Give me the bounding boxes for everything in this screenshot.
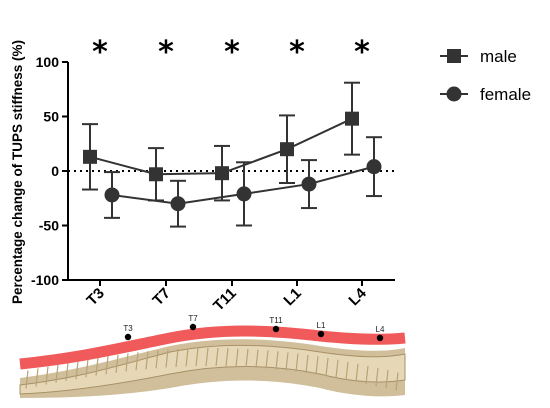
vertebra bbox=[225, 348, 229, 367]
significance-star: * bbox=[158, 35, 174, 70]
vertebra bbox=[65, 362, 69, 381]
vertebra bbox=[215, 347, 219, 367]
legend-label-female: female bbox=[480, 85, 531, 104]
y-tick-label: -50 bbox=[39, 218, 59, 234]
vertebra bbox=[115, 354, 119, 373]
significance-star: * bbox=[289, 35, 305, 70]
significance-star: * bbox=[224, 35, 240, 70]
vertebra bbox=[355, 363, 359, 382]
spine-label-l4: L4 bbox=[376, 325, 385, 334]
x-tick-label-t11: T11 bbox=[210, 285, 240, 315]
vertebra bbox=[135, 352, 139, 371]
spine-point-t3 bbox=[124, 333, 132, 341]
y-tick-label: 50 bbox=[43, 109, 59, 125]
spine-label-t11: T11 bbox=[269, 316, 283, 325]
vertebra bbox=[255, 349, 259, 368]
vertebra bbox=[25, 370, 29, 389]
spine-point-l1 bbox=[317, 330, 325, 338]
vertebra bbox=[365, 365, 369, 384]
data-point-male bbox=[83, 149, 97, 164]
spine-point-l4 bbox=[376, 334, 384, 342]
vertebra bbox=[155, 350, 159, 369]
vertebra bbox=[125, 353, 129, 372]
spine-points: T3 T7 T11 L1 L4 bbox=[123, 314, 385, 342]
data-point-female bbox=[366, 159, 382, 175]
vertebra bbox=[315, 356, 319, 375]
vertebra bbox=[35, 368, 39, 387]
tups-band bbox=[19, 325, 406, 370]
data-point-female bbox=[170, 196, 186, 212]
chart-marks bbox=[82, 81, 382, 228]
x-tick-label-t3: T3 bbox=[83, 285, 107, 309]
spine-point-t11 bbox=[272, 325, 280, 333]
vertebra bbox=[195, 348, 199, 367]
vertebra bbox=[175, 348, 179, 368]
spine-point-t7 bbox=[189, 323, 197, 331]
spine-illustration: T3 T7 T11 L1 L4 bbox=[19, 314, 406, 398]
y-tick-label: 100 bbox=[36, 54, 60, 70]
vertebrae bbox=[25, 347, 399, 391]
x-tick-label-t7: T7 bbox=[149, 285, 173, 309]
vertebra bbox=[75, 360, 79, 380]
vertebra bbox=[55, 364, 59, 383]
vertebra bbox=[85, 359, 89, 378]
legend-marker-male bbox=[447, 49, 461, 63]
data-point-female bbox=[104, 187, 120, 203]
vertebra bbox=[185, 348, 189, 367]
vertebra bbox=[375, 367, 379, 387]
significance-star: * bbox=[92, 35, 108, 70]
legend-label-male: male bbox=[480, 47, 517, 66]
vertebra bbox=[345, 361, 349, 380]
vertebra bbox=[265, 350, 269, 369]
data-point-female bbox=[301, 176, 317, 192]
spine-column bbox=[19, 344, 406, 395]
vertebra bbox=[395, 372, 399, 391]
data-point-male bbox=[149, 167, 163, 182]
vertebra bbox=[165, 349, 169, 368]
data-point-male bbox=[345, 111, 359, 126]
data-point-female bbox=[236, 186, 252, 202]
x-tick-label-l4: L4 bbox=[345, 284, 370, 309]
vertebra bbox=[385, 370, 389, 389]
y-axis-title: Percentage change of TUPS stiffness (%) bbox=[10, 40, 25, 304]
vertebra bbox=[205, 347, 209, 367]
vertebra bbox=[275, 351, 279, 370]
data-point-male bbox=[280, 142, 294, 157]
axes: -100 -50 0 50 100 T3 * T7 * T11 * L1 * L4 * bbox=[31, 35, 395, 315]
legend: male female bbox=[440, 47, 531, 104]
spine-label-l1: L1 bbox=[317, 321, 326, 330]
vertebra bbox=[305, 354, 309, 373]
vertebra bbox=[325, 357, 329, 376]
vertebra bbox=[335, 359, 339, 378]
spine-label-t7: T7 bbox=[188, 314, 198, 323]
vertebra bbox=[295, 353, 299, 372]
vertebra bbox=[245, 348, 249, 368]
vertebra bbox=[45, 366, 49, 385]
vertebra bbox=[95, 357, 99, 376]
y-tick-label: -100 bbox=[31, 272, 59, 288]
vertebra bbox=[105, 356, 109, 375]
x-tick-label-l1: L1 bbox=[280, 285, 304, 309]
y-tick-label: 0 bbox=[51, 163, 59, 179]
vertebra bbox=[285, 352, 289, 371]
data-point-male bbox=[215, 166, 229, 181]
vertebra bbox=[145, 351, 149, 370]
significance-star: * bbox=[354, 35, 370, 70]
legend-marker-female bbox=[446, 86, 462, 102]
spine-label-t3: T3 bbox=[123, 324, 133, 333]
vertebra bbox=[235, 348, 239, 367]
